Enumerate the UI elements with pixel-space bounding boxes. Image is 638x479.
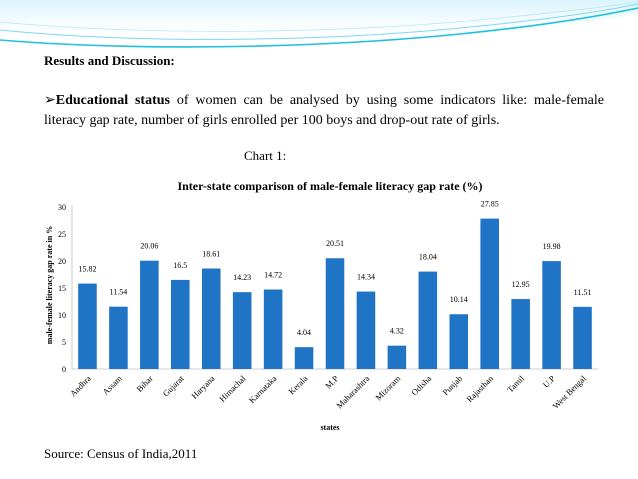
bar-0 [78,283,97,369]
y-tick-label: 20 [58,257,66,266]
category-label-10: Mizoram [373,373,402,402]
bar-5 [232,292,252,369]
category-label-9: Maharashtra [334,373,371,410]
category-label-5: Himachal [217,373,248,404]
y-tick-label: 25 [58,230,66,239]
data-label-6: 14.72 [264,271,282,280]
category-label-7: Kerala [286,373,309,396]
category-label-16: West Bengal [550,373,588,411]
category-label-14: Tamil [505,373,526,394]
data-label-12: 10.14 [450,295,468,304]
y-tick-label: 15 [58,284,66,293]
bar-15 [542,261,561,369]
chart-title: Inter-state comparison of male-female li… [177,179,482,193]
decor-wave-band [0,0,638,45]
category-label-4: Haryana [189,373,217,401]
bar-11 [418,271,438,369]
bar-2 [140,260,159,369]
y-tick-label: 30 [58,203,66,212]
x-axis-title: states [320,423,339,432]
bullet-paragraph: ➢Educational status of women can be anal… [44,91,604,131]
category-label-13: Rajasthan [464,373,495,404]
decor-wave-line-1 [0,7,638,48]
bar-14 [511,299,530,369]
data-label-15: 19.98 [543,242,561,251]
y-axis-title: male-female literacy gap rate in % [45,226,54,344]
data-label-5: 14.23 [233,273,251,282]
data-label-9: 14.34 [357,273,375,282]
bar-16 [573,306,592,369]
category-label-6: Karnataka [247,373,279,405]
data-label-10: 4.32 [390,327,404,336]
y-tick-label: 5 [62,338,66,347]
category-label-15: U.P [541,373,557,389]
category-label-8: M.P [323,373,340,390]
data-label-2: 20.06 [140,242,158,251]
data-label-0: 15.82 [78,265,96,274]
category-label-12: Punjab [440,373,464,397]
decor-wave-line-3 [0,1,638,32]
category-label-0: Andhra [68,373,93,398]
category-label-1: Assam [100,373,124,397]
data-label-11: 18.04 [419,253,437,262]
bar-13 [480,218,499,369]
y-tick-label: 10 [58,311,66,320]
data-label-4: 18.61 [202,250,220,259]
data-label-3: 16.5 [173,261,187,270]
data-label-1: 11.54 [110,288,128,297]
data-label-8: 20.51 [326,239,344,248]
bar-10 [387,345,407,369]
category-label-2: Bihar [134,373,155,394]
bullet-bold-text: Educational status [55,93,170,108]
bar-3 [171,279,190,369]
bar-6 [263,289,283,369]
bar-8 [325,258,345,369]
category-label-3: Gujarat [161,373,187,399]
data-label-7: 4.04 [297,328,311,337]
bar-9 [356,291,376,369]
category-label-11: Odisha [409,373,433,397]
bullet-arrow-icon: ➢ [44,93,56,108]
source-note: Source: Census of India,2011 [44,446,198,461]
bar-7 [294,347,314,369]
bullet-body-text: of women can be analysed by using some i… [44,93,604,128]
bar-1 [109,306,128,369]
data-label-13: 27.85 [481,200,499,209]
section-heading: Results and Discussion: [44,53,175,68]
bar-4 [201,268,221,369]
chart-caption: Chart 1: [244,148,287,163]
bar-12 [449,314,469,369]
decor-wave-line-2 [0,3,638,40]
data-label-14: 12.95 [512,280,530,289]
data-label-16: 11.51 [574,288,592,297]
y-tick-label: 0 [62,365,66,374]
